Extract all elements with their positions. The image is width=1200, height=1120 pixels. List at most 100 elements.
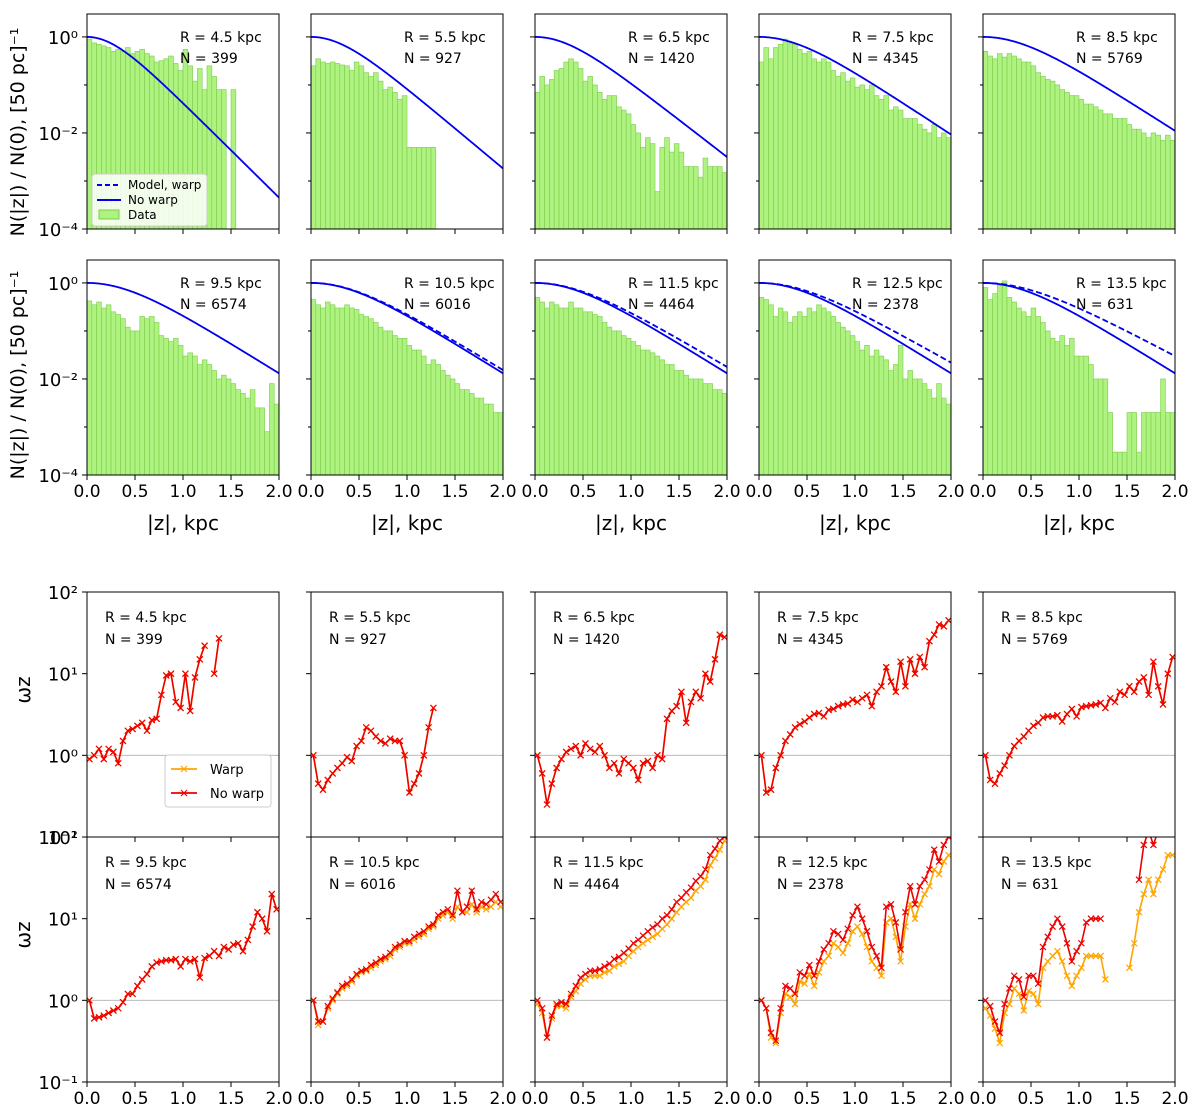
histogram-bar: [382, 330, 389, 475]
no-warp-marker: [820, 946, 828, 953]
plot-area: [535, 282, 727, 475]
no-warp-marker: [791, 990, 799, 998]
histogram-bar: [787, 322, 793, 475]
y-tick-label: 10⁻⁴: [38, 220, 78, 241]
no-warp-marker: [562, 1000, 570, 1008]
no-warp-marker: [1097, 915, 1105, 923]
histogram-bar: [1097, 109, 1104, 229]
no-warp-marker: [596, 965, 604, 973]
no-warp-marker: [901, 908, 909, 916]
panel-r-label: R = 7.5 kpc: [777, 610, 859, 626]
panel-density-0-2: R = 6.5 kpc N = 1420: [530, 13, 728, 234]
no-warp-marker: [930, 631, 938, 639]
histogram-bar: [401, 95, 408, 229]
x-tick-label: 2.0: [713, 482, 740, 502]
histogram-bar: [406, 345, 413, 475]
histogram-bar: [688, 378, 694, 475]
histogram-bar: [849, 335, 856, 475]
x-tick-label: 2.0: [937, 482, 964, 502]
panel-r-label: R = 7.5 kpc: [852, 30, 934, 46]
warp-marker: [839, 949, 847, 957]
x-tick-label: 1.0: [841, 1089, 868, 1109]
no-warp-marker: [1106, 694, 1114, 702]
histogram-bar: [854, 86, 861, 229]
histogram-bar: [264, 431, 270, 475]
histogram-bar: [573, 61, 579, 229]
x-tick-label: 1.0: [617, 1089, 644, 1109]
no-warp-marker: [940, 841, 948, 849]
histogram-bar: [553, 70, 560, 229]
x-axis-label: |z|, kpc: [147, 511, 219, 535]
histogram-bar: [801, 316, 808, 475]
histogram-bar: [392, 92, 398, 229]
histogram-bar: [611, 95, 617, 229]
warp-marker: [1135, 908, 1143, 916]
no-warp-marker: [581, 970, 589, 978]
no-warp-marker: [253, 908, 261, 916]
no-warp-marker: [921, 663, 929, 671]
histogram-bar: [645, 137, 651, 229]
warp-marker: [1149, 890, 1157, 898]
histogram-bar: [1131, 128, 1137, 229]
panel-n-label: N = 6574: [105, 877, 172, 893]
plot-area: [535, 837, 727, 1041]
no-warp-marker: [1005, 984, 1013, 992]
x-tick-label: 1.5: [1113, 482, 1140, 502]
no-warp-marker: [105, 745, 113, 753]
no-warp-marker: [90, 751, 98, 759]
no-warp-marker: [1034, 719, 1042, 727]
panel-r-label: R = 10.5 kpc: [404, 276, 495, 292]
x-tick-label: 2.0: [489, 1089, 516, 1109]
no-warp-marker: [1044, 933, 1052, 941]
no-warp-marker: [639, 759, 647, 767]
histogram-bar: [635, 132, 641, 229]
histogram-bar: [897, 345, 904, 475]
no-warp-marker: [201, 642, 209, 650]
x-tick-label: 0.5: [793, 482, 820, 502]
histogram-bar: [144, 318, 150, 475]
no-warp-marker: [1135, 876, 1143, 884]
histogram-bar: [797, 311, 803, 475]
no-warp-marker: [196, 974, 204, 981]
histogram-bar: [1169, 412, 1175, 475]
no-warp-marker: [191, 955, 199, 963]
no-warp-marker: [697, 872, 705, 880]
x-tick-label: 1.5: [217, 1089, 244, 1109]
histogram-bar: [568, 58, 574, 229]
warp-marker: [1101, 976, 1109, 983]
x-tick-label: 1.5: [441, 482, 468, 502]
histogram-bar: [240, 393, 246, 475]
axes-frame: [534, 591, 728, 838]
x-tick-label: 0.5: [793, 1089, 820, 1109]
no-warp-marker: [687, 698, 695, 706]
histogram-bar: [1035, 72, 1041, 229]
histogram-bar: [149, 316, 155, 475]
histogram-bar: [425, 147, 432, 229]
no-warp-marker: [538, 1004, 546, 1012]
y-tick-label: 10¹: [48, 665, 78, 686]
no-warp-marker: [916, 653, 924, 661]
histogram-bar: [849, 77, 856, 229]
no-warp-marker: [711, 655, 719, 663]
no-warp-marker: [367, 961, 375, 969]
x-tick-label: 0.5: [345, 1089, 372, 1109]
histogram-bar: [912, 378, 918, 475]
histogram-bar: [401, 338, 408, 475]
histogram-bar: [917, 378, 923, 475]
histogram-bar: [315, 58, 321, 229]
histogram-bar: [221, 89, 227, 229]
no-warp-marker: [143, 970, 151, 978]
histogram-bar: [1150, 412, 1157, 475]
no-warp-marker: [157, 691, 165, 699]
no-warp-marker: [1034, 980, 1042, 988]
warp-line: [536, 633, 725, 805]
x-tick-label: 0.0: [969, 482, 996, 502]
no-warp-marker: [863, 927, 871, 935]
no-warp-marker: [668, 905, 676, 913]
no-warp-marker: [109, 748, 117, 756]
histogram-bar: [768, 304, 774, 475]
histogram-bar: [459, 389, 465, 475]
no-warp-marker: [425, 923, 433, 931]
warp-marker: [1015, 990, 1023, 998]
panel-r-label: R = 12.5 kpc: [777, 855, 868, 871]
